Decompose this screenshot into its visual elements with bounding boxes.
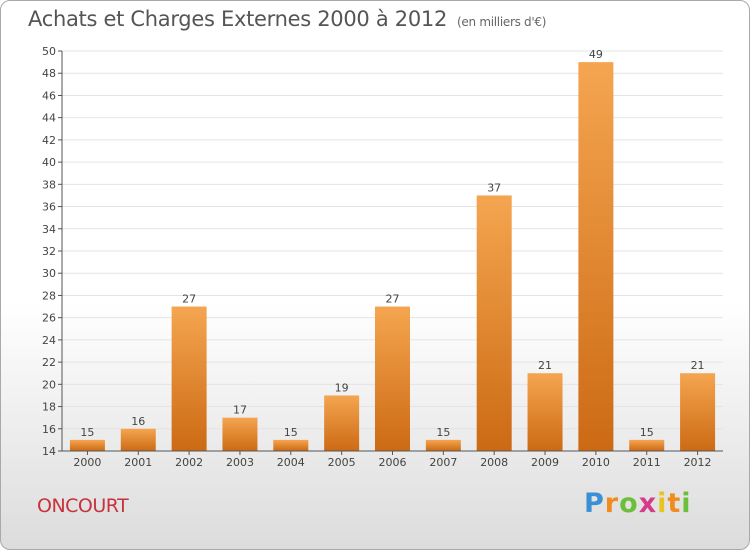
bar-value-label: 15 [80,426,94,439]
bar [476,195,512,451]
bar-value-label: 49 [589,48,603,61]
bar-value-label: 19 [335,381,349,394]
bar-value-label: 27 [386,293,400,306]
x-tick-label: 2010 [582,456,610,469]
y-tick-label: 26 [42,312,56,325]
bar-value-label: 15 [284,426,298,439]
y-tick-label: 50 [42,45,56,58]
x-tick-label: 2006 [379,456,407,469]
bar [425,439,461,451]
bar [222,417,258,451]
bar [69,439,105,451]
y-tick-label: 36 [42,201,56,214]
bar [578,62,614,451]
y-tick-label: 46 [42,89,56,102]
bar-value-label: 16 [131,415,145,428]
bar [324,395,360,451]
x-tick-label: 2004 [277,456,305,469]
chart-title-text: Achats et Charges Externes 2000 à 2012 [28,7,448,31]
y-tick-label: 16 [42,423,56,436]
bar-value-label: 15 [436,426,450,439]
bar [273,439,309,451]
y-tick-label: 42 [42,134,56,147]
y-tick-label: 30 [42,267,56,280]
bar-value-label: 37 [487,181,501,194]
y-tick-label: 14 [42,445,56,458]
y-tick-label: 40 [42,156,56,169]
chart-title: Achats et Charges Externes 2000 à 2012 (e… [28,7,546,31]
x-tick-label: 2011 [633,456,661,469]
place-name: ONCOURT [37,495,129,517]
x-tick-label: 2008 [480,456,508,469]
bar [680,373,716,451]
bar [629,439,665,451]
x-tick-label: 2003 [226,456,254,469]
x-tick-label: 2007 [429,456,457,469]
y-tick-label: 44 [42,112,56,125]
proxiti-logo: Proxiti [584,488,692,519]
bar [527,373,563,451]
y-tick-label: 18 [42,401,56,414]
bar-value-label: 21 [538,359,552,372]
x-tick-label: 2005 [328,456,356,469]
x-tick-label: 2001 [124,456,152,469]
y-tick-label: 22 [42,356,56,369]
y-tick-label: 24 [42,334,56,347]
y-tick-label: 20 [42,378,56,391]
x-tick-label: 2012 [684,456,712,469]
y-tick-label: 28 [42,289,56,302]
x-tick-label: 2002 [175,456,203,469]
x-tick-label: 2009 [531,456,559,469]
chart-subtitle: (en milliers d'€) [457,15,547,29]
y-tick-label: 48 [42,67,56,80]
y-tick-label: 34 [42,223,56,236]
y-tick-label: 32 [42,245,56,258]
x-tick-label: 2000 [73,456,101,469]
bar-value-label: 15 [640,426,654,439]
bar-value-label: 27 [182,293,196,306]
y-tick-label: 38 [42,178,56,191]
bar [375,306,410,451]
bar-value-label: 21 [691,359,705,372]
bar [120,428,156,451]
bar-value-label: 17 [233,404,247,417]
bar [171,306,207,451]
